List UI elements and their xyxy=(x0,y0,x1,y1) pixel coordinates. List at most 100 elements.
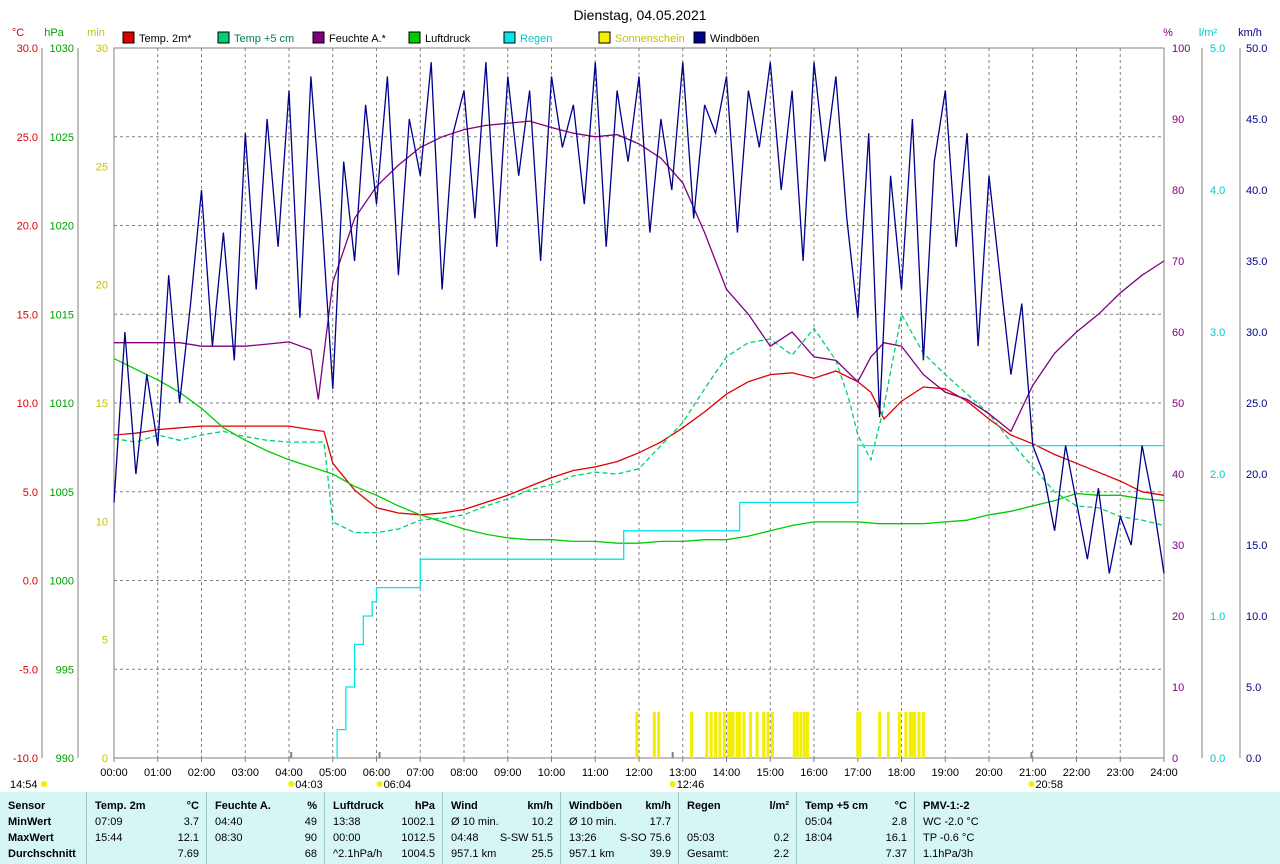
axis-unit-humidity: % xyxy=(1163,27,1173,39)
axis-tick-temp: 20.0 xyxy=(17,221,38,233)
sunshine-bar xyxy=(858,711,862,758)
footer-cell: 7.69 xyxy=(177,848,199,860)
footer-cell: 12.1 xyxy=(177,832,199,844)
corner-sun-dot xyxy=(41,781,47,787)
footer-cell: 49 xyxy=(304,816,317,828)
sunshine-bar xyxy=(878,711,882,758)
axis-tick-humidity: 50 xyxy=(1172,398,1184,410)
footer-cell: Regen xyxy=(687,800,721,812)
footer-row: 13:38 1002.1 xyxy=(325,814,443,830)
sunshine-bar xyxy=(738,711,742,758)
x-tick-label: 06:00 xyxy=(363,767,391,779)
footer-cell: hPa xyxy=(414,800,435,812)
sunshine-bar xyxy=(657,711,661,758)
sunshine-bar xyxy=(652,711,656,758)
axis-unit-sun: min xyxy=(87,27,105,39)
axis-tick-rain: 4.0 xyxy=(1210,185,1225,197)
sun-marker: 04:03 xyxy=(288,752,323,791)
axis-tick-temp: 5.0 xyxy=(23,487,38,499)
sunshine-bar xyxy=(635,711,639,758)
footer-column: Wind km/h Ø 10 min. 10.2 04:48 S-SW 51.5 957.1… xyxy=(442,792,561,864)
footer-row: 05:03 0.2 xyxy=(679,830,797,846)
sunshine-bar xyxy=(718,711,722,758)
footer-cell: 13:38 xyxy=(333,816,361,828)
sunshine-bar xyxy=(709,711,713,758)
footer-cell: 39.9 xyxy=(649,848,671,860)
footer-cell: 90 xyxy=(304,832,317,844)
footer-cell: Wind xyxy=(451,800,478,812)
sun-marker-dot xyxy=(376,781,383,787)
sun-marker-label: 20:58 xyxy=(1035,779,1063,791)
footer-row: 7.69 xyxy=(87,846,207,862)
footer-header: Temp +5 cm °C xyxy=(797,798,915,814)
axis-tick-wind: 10.0 xyxy=(1246,611,1267,623)
sunshine-bar xyxy=(904,711,908,758)
axis-tick-humidity: 100 xyxy=(1172,43,1190,55)
footer-cell: km/h xyxy=(527,800,553,812)
legend-swatch xyxy=(122,31,135,44)
footer-cell: 15:44 xyxy=(95,832,123,844)
axis-tick-temp: 30.0 xyxy=(17,43,38,55)
footer-row: TP -0.6 °C xyxy=(915,830,1035,846)
axis-tick-pressure: 1015 xyxy=(50,309,74,321)
footer-row: Durchschnitt xyxy=(0,846,86,862)
axis-tick-humidity: 70 xyxy=(1172,256,1184,268)
legend-label: Luftdruck xyxy=(425,33,471,45)
axis-tick-wind: 15.0 xyxy=(1246,540,1267,552)
series-feuchte-a xyxy=(114,120,1165,433)
footer-cell: km/h xyxy=(645,800,671,812)
axis-tick-humidity: 60 xyxy=(1172,327,1184,339)
footer-cell: 17.7 xyxy=(649,816,671,828)
x-tick-label: 15:00 xyxy=(756,767,784,779)
axis-tick-wind: 20.0 xyxy=(1246,469,1267,481)
footer-cell: Windböen xyxy=(569,800,623,812)
footer-cell: % xyxy=(307,800,317,812)
sunshine-bar xyxy=(705,711,709,758)
footer-header: Windböen km/h xyxy=(561,798,679,814)
sun-marker: 06:04 xyxy=(376,752,412,791)
x-tick-label: 24:00 xyxy=(1150,767,1178,779)
sun-marker-label: 06:04 xyxy=(384,779,412,791)
x-tick-label: 18:00 xyxy=(888,767,916,779)
footer-row: ^2.1hPa/h 1004.5 xyxy=(325,846,443,862)
sunshine-bar xyxy=(886,711,890,758)
footer-cell: Gesamt: xyxy=(687,848,729,860)
footer-cell: 05:04 xyxy=(805,816,833,828)
footer-cell: MinWert xyxy=(8,816,52,828)
axis-tick-temp: -10.0 xyxy=(13,753,38,765)
axis-tick-humidity: 80 xyxy=(1172,185,1184,197)
footer-cell: S-SW 51.5 xyxy=(499,832,553,844)
series-regen xyxy=(336,444,1164,758)
sunshine-bar xyxy=(770,711,774,758)
axis-tick-rain: 3.0 xyxy=(1210,327,1225,339)
footer-cell: 05:03 xyxy=(687,832,715,844)
axis-tick-rain: 1.0 xyxy=(1210,611,1225,623)
footer-cell: 04:48 xyxy=(451,832,479,844)
x-tick-label: 02:00 xyxy=(188,767,216,779)
footer-column: Feuchte A.% 04:40 49 08:30 90 68 xyxy=(206,792,325,864)
axis-tick-sun: 10 xyxy=(96,516,108,528)
x-tick-label: 19:00 xyxy=(931,767,959,779)
footer-cell: 1002.1 xyxy=(401,816,435,828)
footer-row: 7.37 xyxy=(797,846,915,862)
axis-tick-pressure: 990 xyxy=(56,753,74,765)
axis-tick-temp: 25.0 xyxy=(17,132,38,144)
legend-label: Temp +5 cm xyxy=(234,33,294,45)
footer-cell: Durchschnitt xyxy=(8,848,76,860)
footer-row: 00:00 1012.5 xyxy=(325,830,443,846)
footer-row: MaxWert xyxy=(0,830,86,846)
x-tick-label: 16:00 xyxy=(800,767,828,779)
footer-cell: Sensor xyxy=(8,800,46,812)
sunshine-bar xyxy=(802,711,806,758)
axis-tick-humidity: 30 xyxy=(1172,540,1184,552)
axis-tick-wind: 35.0 xyxy=(1246,256,1267,268)
sun-marker: 12:46 xyxy=(669,752,704,791)
sunshine-bar xyxy=(792,711,796,758)
axis-tick-humidity: 0 xyxy=(1172,753,1178,765)
x-tick-label: 05:00 xyxy=(319,767,347,779)
sunshine-bar xyxy=(714,711,718,758)
footer-cell: 1.1hPa/3h xyxy=(923,848,974,860)
x-tick-label: 10:00 xyxy=(538,767,566,779)
axis-tick-temp: 10.0 xyxy=(17,398,38,410)
footer-cell: 00:00 xyxy=(333,832,361,844)
